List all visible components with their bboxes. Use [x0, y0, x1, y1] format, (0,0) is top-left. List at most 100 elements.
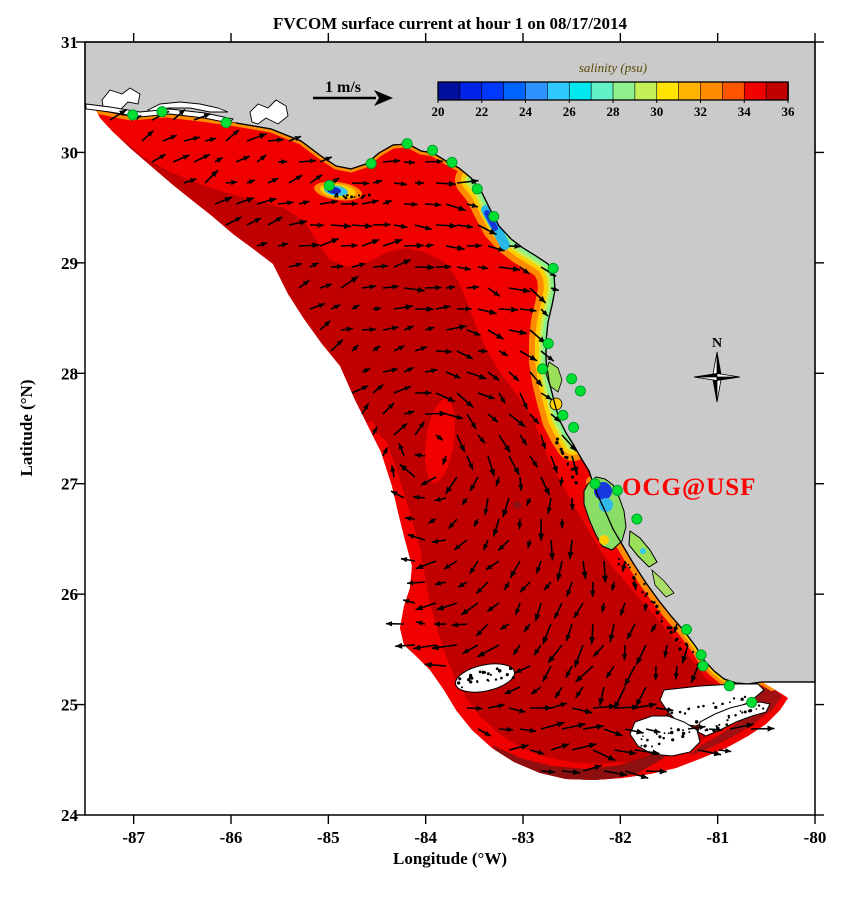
shoal-speckle — [489, 673, 492, 676]
current-arrowhead — [531, 688, 538, 695]
current-arrowhead — [445, 486, 452, 494]
shoal-speckle — [762, 707, 765, 710]
current-arrowhead — [386, 621, 393, 627]
station-marker — [568, 421, 580, 433]
current-arrowhead — [119, 109, 127, 117]
shoal-speckle — [469, 680, 473, 684]
shoal-speckle — [563, 456, 567, 459]
current-arrowhead — [560, 702, 567, 708]
current-arrowhead — [325, 156, 332, 162]
shoal-speckle — [640, 738, 643, 741]
current-arrowhead — [210, 170, 218, 178]
current-arrowhead — [445, 264, 452, 270]
shoal-speckle — [658, 735, 662, 739]
shoal-speckle — [669, 626, 673, 630]
current-arrowhead — [504, 689, 512, 694]
shoal-speckle — [747, 709, 752, 713]
shoal-speckle — [705, 728, 709, 732]
current-arrowhead — [699, 724, 706, 730]
current-arrowhead — [566, 589, 572, 597]
current-arrowhead — [588, 742, 597, 749]
y-tick-label: 31 — [61, 33, 78, 52]
current-arrowhead — [454, 373, 461, 379]
current-arrowhead — [495, 333, 504, 340]
shoal-speckle — [641, 591, 644, 594]
current-arrowhead — [447, 396, 456, 402]
shoal-speckle — [476, 680, 479, 684]
station-marker — [536, 363, 548, 375]
current-arrowhead — [529, 354, 538, 361]
current-arrowhead — [361, 385, 369, 391]
current-arrowhead — [448, 180, 456, 187]
current-arrowhead — [394, 238, 403, 245]
current-arrowhead — [529, 727, 537, 733]
shoal-speckle — [481, 670, 485, 675]
current-arrowhead — [581, 571, 588, 579]
current-arrowhead — [513, 648, 519, 655]
current-arrowhead — [351, 242, 358, 249]
current-arrowhead — [598, 697, 605, 706]
shoal-speckle — [678, 710, 682, 714]
current-arrowhead — [343, 222, 352, 229]
shoal-speckle — [741, 711, 744, 714]
colorbar-cell — [481, 81, 505, 101]
station-marker — [589, 478, 601, 490]
island-bank-mid — [629, 715, 701, 757]
current-arrowhead — [312, 242, 320, 249]
current-arrowhead — [495, 479, 501, 487]
current-arrowhead — [498, 544, 505, 551]
current-arrowhead — [555, 691, 561, 699]
shoal-speckle — [357, 194, 361, 197]
current-arrowhead — [369, 284, 376, 290]
current-arrowhead — [521, 743, 529, 750]
current-arrowhead — [484, 730, 491, 737]
current-arrowhead — [426, 306, 434, 313]
current-arrowhead — [405, 304, 413, 311]
current-arrowhead — [457, 245, 465, 251]
current-arrowhead — [398, 443, 404, 450]
current-arrowhead — [407, 580, 414, 586]
current-arrowhead — [600, 606, 606, 613]
current-arrowhead — [485, 564, 493, 570]
current-arrowhead — [281, 242, 289, 248]
current-vector-field — [109, 108, 775, 780]
current-arrowhead — [489, 228, 497, 235]
current-arrowhead — [488, 394, 495, 400]
shoal-speckle — [732, 697, 736, 700]
shoal-speckle — [342, 195, 345, 198]
colorbar-cells — [437, 81, 789, 101]
plot-title: FVCOM surface current at hour 1 on 08/17… — [273, 14, 627, 33]
colorbar-tick-label: 36 — [782, 104, 796, 119]
current-arrowhead — [388, 402, 395, 410]
current-arrowhead — [475, 243, 482, 249]
shoal-speckle — [642, 735, 644, 737]
shoal-speckle — [655, 610, 660, 615]
current-arrowhead — [403, 598, 410, 604]
current-arrowhead — [295, 262, 302, 268]
shoal-speckle — [650, 600, 654, 603]
current-arrowhead — [518, 484, 524, 491]
current-arrowhead — [648, 702, 657, 709]
current-arrowhead — [459, 444, 465, 453]
current-arrowhead — [414, 452, 422, 458]
y-tick-label: 27 — [61, 475, 79, 494]
current-arrowhead — [392, 325, 399, 331]
shoal-speckle — [682, 729, 685, 732]
current-arrowhead — [569, 504, 575, 511]
colorbar-cell — [525, 81, 549, 101]
station-marker — [631, 513, 643, 525]
shoal-speckle — [657, 742, 661, 746]
current-arrowhead — [324, 320, 331, 327]
current-arrowhead — [636, 657, 643, 665]
shoal-speckle — [628, 566, 631, 569]
current-arrowhead — [501, 350, 508, 356]
shoal-speckle — [646, 738, 649, 742]
current-arrowhead — [417, 180, 424, 186]
current-arrowhead — [259, 133, 267, 140]
current-arrowhead — [431, 538, 439, 544]
current-arrowhead — [458, 205, 466, 212]
current-arrowhead — [489, 468, 495, 477]
current-arrowhead — [541, 309, 548, 317]
shoal-speckle — [666, 626, 670, 630]
